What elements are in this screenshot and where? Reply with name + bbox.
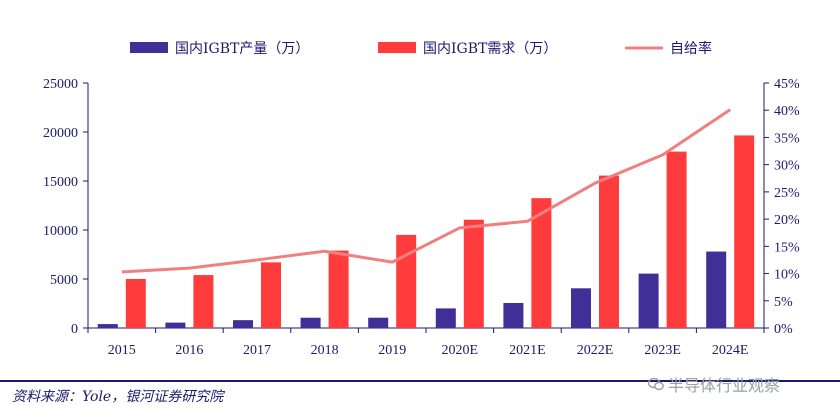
bar-production: [706, 251, 727, 328]
y-tick-label-left: 25000: [43, 77, 78, 92]
bar-demand: [396, 234, 417, 328]
x-tick-label: 2018: [311, 343, 339, 358]
legend: 国内IGBT产量（万） 国内IGBT需求（万） 自给率: [130, 40, 712, 57]
bar-demand: [599, 175, 619, 328]
y-tick-label-right: 15%: [774, 240, 800, 255]
x-tick-label: 2015: [108, 343, 136, 358]
bar-production: [165, 322, 186, 328]
bar-production: [97, 324, 118, 328]
legend-demand-label: 国内IGBT需求（万）: [423, 41, 557, 57]
watermark: 半导体行业观察: [648, 372, 780, 396]
bar-production: [571, 288, 591, 328]
bar-production: [368, 317, 389, 328]
self-sufficiency-line: [121, 108, 732, 274]
bar-demand: [463, 219, 484, 328]
y-tick-label-right: 5%: [774, 295, 793, 310]
bar-demand: [328, 250, 349, 328]
y-tick-label-right: 45%: [774, 77, 800, 92]
source-text: 资料来源：Yole，银河证券研究院: [12, 389, 224, 405]
legend-demand-swatch: [378, 42, 416, 53]
y-tick-label-right: 30%: [774, 159, 800, 174]
wechat-icon: [648, 377, 664, 391]
bar-demand: [666, 151, 687, 328]
bar-demand: [734, 135, 755, 328]
legend-ratio-label: 自给率: [670, 40, 712, 57]
x-tick-label: 2024E: [712, 343, 749, 358]
x-tick-label: 2016: [175, 343, 203, 358]
bar-production: [435, 308, 456, 328]
y-tick-label-left: 15000: [43, 175, 78, 190]
bar-production: [638, 273, 659, 328]
y-tick-label-left: 20000: [43, 126, 78, 141]
y-tick-label-right: 20%: [774, 213, 800, 228]
x-tick-label: 2021E: [509, 343, 546, 358]
bar-demand: [125, 279, 146, 328]
x-tick-label: 2017: [243, 343, 271, 358]
legend-production-swatch: [130, 42, 168, 53]
y-tick-label-left: 0: [71, 322, 78, 337]
bar-demand: [261, 262, 281, 328]
watermark-text: 半导体行业观察: [668, 376, 781, 395]
x-tick-label: 2020E: [442, 343, 479, 358]
bars: [97, 135, 755, 328]
y-tick-label-right: 10%: [774, 268, 800, 283]
bar-demand: [531, 198, 552, 328]
source-divider: [0, 380, 840, 382]
y-tick-label-left: 5000: [50, 273, 78, 288]
x-tick-label: 2022E: [577, 343, 614, 358]
x-tick-label: 2023E: [644, 343, 681, 358]
bar-production: [503, 303, 524, 328]
chart: 国内IGBT产量（万） 国内IGBT需求（万） 自给率 0 5000 10000 1500…: [43, 40, 800, 358]
axes: 0 5000 10000 15000 20000 25000 0% 5% 10% 15% 20% 25…: [43, 77, 800, 358]
legend-production-label: 国内IGBT产量（万）: [175, 41, 309, 57]
bar-demand: [193, 275, 214, 328]
y-tick-label-right: 35%: [774, 131, 800, 146]
y-tick-label-left: 10000: [43, 224, 78, 239]
x-tick-label: 2019: [378, 343, 406, 358]
y-tick-label-right: 0%: [774, 322, 793, 337]
y-tick-label-right: 25%: [774, 186, 800, 201]
bar-production: [300, 317, 321, 328]
y-tick-label-right: 40%: [774, 104, 800, 119]
ratio-line: [121, 108, 732, 274]
bar-production: [233, 320, 253, 328]
